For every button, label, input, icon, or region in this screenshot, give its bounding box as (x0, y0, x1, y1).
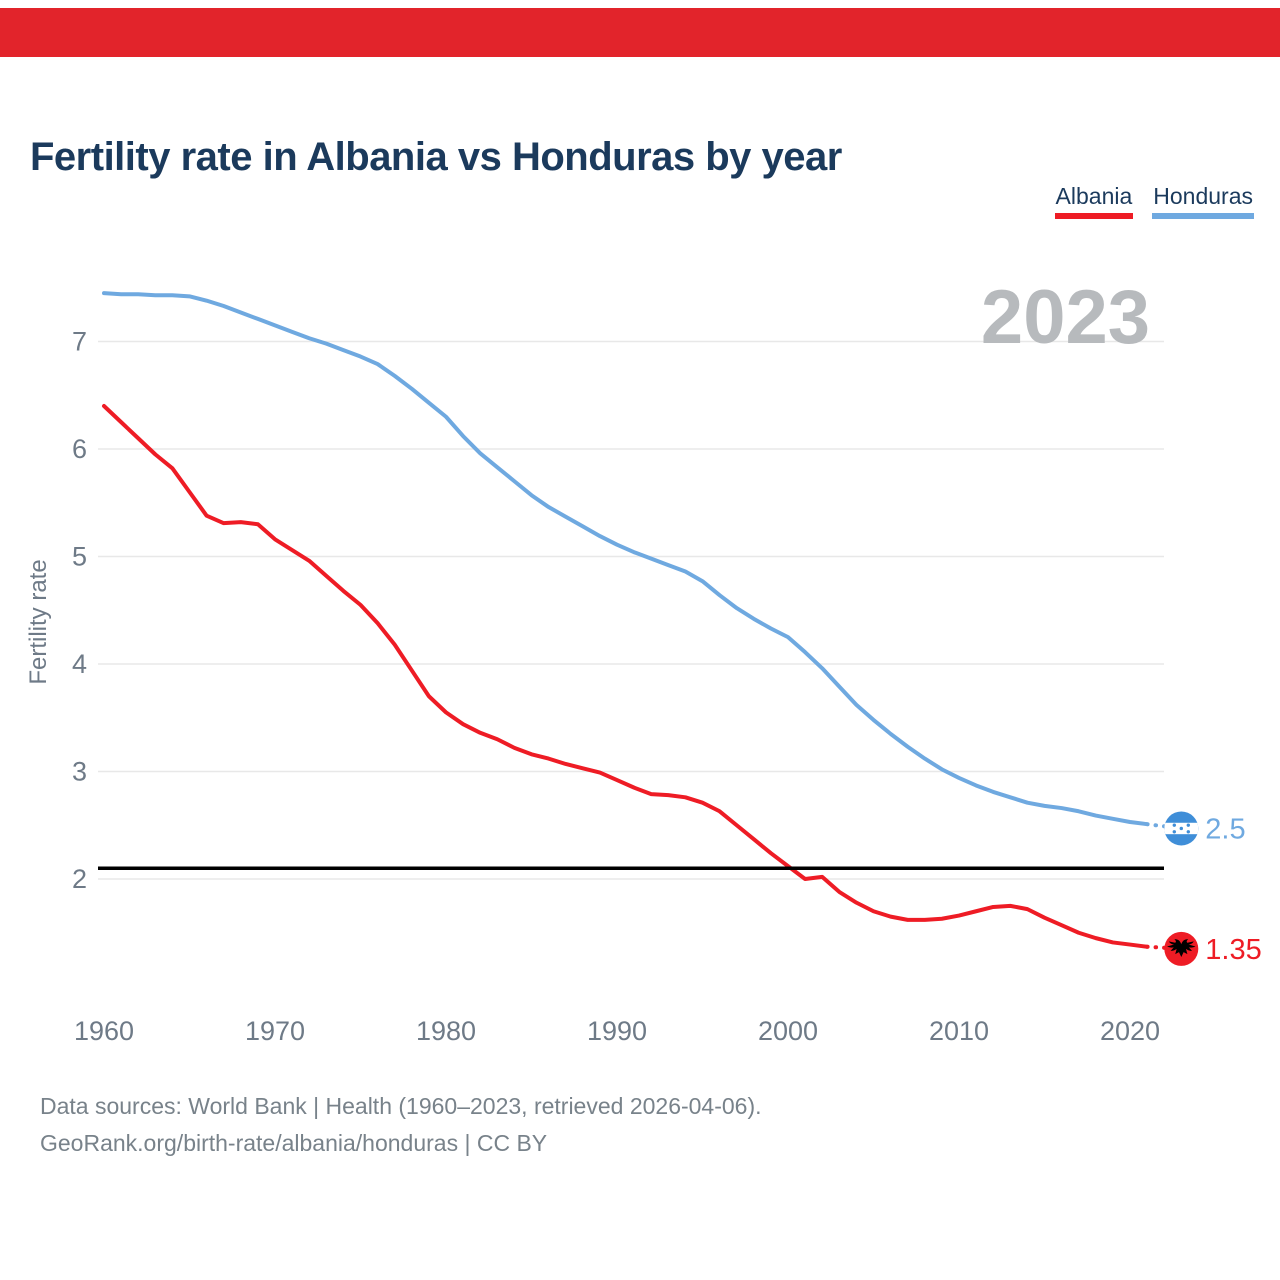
x-tick-label: 2000 (758, 1016, 818, 1046)
legend-item-albania[interactable]: Albania (1054, 183, 1134, 219)
y-tick-label: 6 (72, 434, 87, 464)
albania-line-tail (1145, 944, 1184, 951)
legend-item-honduras[interactable]: Honduras (1152, 183, 1254, 219)
legend-label-albania: Albania (1055, 183, 1133, 209)
honduras-end-label: 2.5 (1205, 813, 1245, 845)
x-tick-label: 1960 (74, 1016, 134, 1046)
legend-underline-honduras (1152, 213, 1254, 219)
footer: Data sources: World Bank | Health (1960–… (40, 1088, 1190, 1162)
legend: Albania Honduras (1054, 183, 1254, 219)
top-banner (0, 8, 1280, 57)
honduras-flag-icon (1164, 811, 1199, 846)
y-tick-label: 2 (72, 864, 87, 894)
year-watermark: 2023 (981, 275, 1150, 360)
albania-flag-icon (1164, 931, 1199, 966)
legend-underline-albania (1054, 213, 1134, 219)
footer-url-line: GeoRank.org/birth-rate/albania/honduras … (40, 1130, 548, 1156)
albania-end-label: 1.35 (1205, 934, 1261, 966)
honduras-line (102, 291, 1150, 827)
y-tick-label: 5 (72, 542, 87, 572)
honduras-line-tail (1145, 822, 1184, 831)
x-tick-label: 2020 (1100, 1016, 1160, 1046)
y-tick-label: 3 (72, 757, 87, 787)
y-axis-title: Fertility rate (25, 559, 52, 684)
legend-label-honduras: Honduras (1153, 183, 1253, 209)
x-tick-label: 1970 (245, 1016, 305, 1046)
x-tick-label: 1990 (587, 1016, 647, 1046)
y-tick-label: 4 (72, 649, 87, 679)
albania-line (102, 404, 1150, 949)
x-tick-label: 2010 (929, 1016, 989, 1046)
y-tick-label: 7 (72, 327, 87, 357)
x-tick-label: 1980 (416, 1016, 476, 1046)
page-title: Fertility rate in Albania vs Honduras by… (30, 134, 842, 179)
footer-source-line: Data sources: World Bank | Health (1960–… (40, 1093, 762, 1119)
